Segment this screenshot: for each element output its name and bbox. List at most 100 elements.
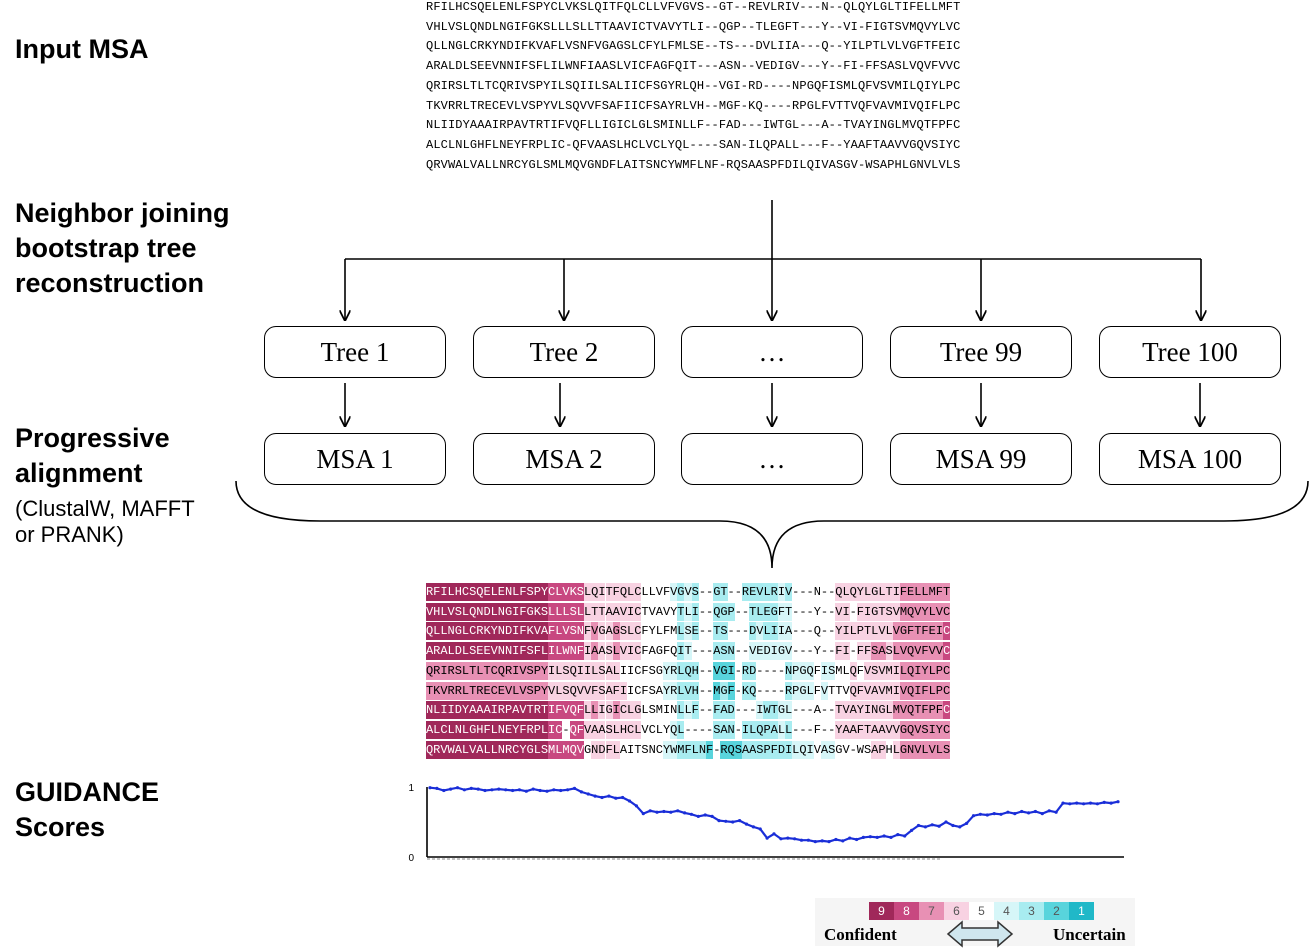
guidance-score-point [744, 822, 749, 826]
guidance-score-point [738, 819, 742, 823]
msa-residue-cell: Q [619, 583, 628, 601]
guidance-score-point [799, 838, 804, 842]
chart-y-tick-label-0: 0 [408, 853, 414, 864]
msa-residue-cell: - [734, 583, 742, 601]
msa-residue-cell: A [540, 622, 549, 641]
msa-residue-cell: I [598, 583, 606, 601]
msa-residue-cell: N [698, 740, 707, 759]
guidance-score-point [552, 788, 556, 792]
guidance-score-point [634, 804, 639, 808]
msa-residue-cell: A [598, 642, 606, 661]
msa-residue-cell: M [548, 740, 556, 759]
msa-residue-cell: N [785, 661, 793, 680]
msa-residue-cell: R [497, 701, 505, 720]
msa-residue-cell: T [641, 602, 649, 621]
msa-residue-cell: Q [756, 720, 764, 739]
msa-residue-cell: S [648, 681, 656, 700]
msa-residue-cell: H [885, 740, 893, 759]
msa-residue-cell: P [533, 583, 541, 601]
msa-residue-cell: Q [670, 720, 678, 739]
msa-residue-cell: L [612, 720, 620, 739]
msa-residue-cell: V [713, 661, 721, 680]
msa-residue-cell: L [749, 720, 757, 739]
msa-residue-cell: - [706, 583, 714, 601]
msa-residue-cell: V [504, 681, 513, 700]
msa-residue-cell: G [899, 740, 908, 759]
guidance-score-point [1075, 801, 1079, 805]
msa-residue-cell: I [777, 583, 786, 601]
msa-residue-cell: L [612, 661, 620, 680]
msa-residue-cell: T [713, 622, 721, 641]
msa-residue-cell: V [878, 681, 886, 700]
msa-residue-cell: F [519, 602, 527, 621]
guidance-score-point [1109, 801, 1113, 805]
msa-residue-cell: I [770, 622, 778, 641]
msa-residue-cell: I [512, 622, 520, 641]
msa-residue-cell: Y [512, 720, 520, 739]
msa-residue-cell: C [634, 602, 642, 621]
guidance-score-point [566, 788, 570, 792]
msa-residue-cell: W [670, 740, 678, 759]
msa-residue-cell: Q [907, 681, 915, 700]
msa-residue-cell: L [583, 701, 592, 720]
guidance-score-point [1095, 802, 1099, 806]
guidance-score-point [559, 788, 563, 793]
msa-residue-cell: - [698, 661, 707, 680]
msa-residue-cell: Q [727, 740, 735, 759]
msa-residue-cell: Y [662, 740, 671, 759]
msa-residue-cell: Q [497, 661, 505, 680]
msa-residue-cell: S [469, 642, 477, 661]
msa-residue-cell: S [863, 740, 872, 759]
tree-box-99: Tree 99 [890, 326, 1072, 378]
msa-residue-cell: Y [540, 681, 549, 700]
msa-residue-cell: A [770, 720, 778, 739]
msa-residue-cell: - [756, 661, 764, 680]
msa-residue-cell: - [820, 583, 829, 601]
msa-residue-cell: R [533, 701, 541, 720]
guidance-score-point [1013, 812, 1017, 816]
msa-residue-cell: Y [856, 701, 864, 720]
guidance-score-point [758, 827, 762, 831]
msa-residue-cell: Y [648, 622, 656, 641]
msa-residue-cell: D [454, 642, 462, 661]
msa-residue-cell: N [648, 740, 656, 759]
msa-residue-cell: I [447, 701, 455, 720]
msa-residue-cell: F [907, 622, 915, 641]
msa-residue-cell: T [914, 622, 922, 641]
input-msa-row: ARALDLSEEVNNIFSFLILWNFIAASLVICFAGFQIT---… [426, 59, 961, 74]
msa-residue-cell: S [598, 661, 606, 680]
msa-residue-cell: V [785, 583, 793, 601]
msa-residue-cell: I [583, 642, 592, 661]
msa-residue-cell: R [433, 740, 441, 759]
msa-residue-cell: R [670, 681, 678, 700]
msa-residue-cell: V [519, 681, 527, 700]
msa-residue-cell: - [706, 602, 714, 621]
msa-residue-cell: F [691, 701, 699, 720]
msa-residue-cell: - [734, 602, 742, 621]
msa-residue-cell: A [605, 602, 613, 621]
msa-residue-cell: - [792, 602, 800, 621]
guidance-score-point [621, 795, 625, 800]
msa-residue-cell: P [504, 701, 513, 720]
msa-residue-cell: G [469, 720, 477, 739]
msa-residue-cell: - [698, 720, 707, 739]
msa-residue-cell: F [706, 740, 714, 759]
msa-residue-cell: Q [426, 661, 434, 680]
msa-residue-cell: S [885, 642, 893, 661]
guidance-score-point [614, 796, 618, 800]
msa-residue-cell: A [820, 740, 829, 759]
msa-residue-cell: - [698, 602, 707, 621]
msa-residue-cell: A [871, 681, 879, 700]
msa-residue-cell: I [863, 602, 872, 621]
msa-residue-cell: F [533, 642, 541, 661]
legend-level-2: 2 [1044, 902, 1069, 920]
msa-residue-cell: L [576, 602, 584, 621]
msa-residue-cell: I [440, 661, 448, 680]
msa-residue-cell: - [706, 701, 714, 720]
guidance-score-point [965, 821, 969, 826]
msa-residue-cell: I [440, 701, 448, 720]
msa-residue-cell: F [835, 642, 843, 661]
msa-residue-cell: T [526, 701, 534, 720]
msa-residue-cell: L [461, 681, 470, 700]
msa-residue-cell: L [447, 720, 455, 739]
